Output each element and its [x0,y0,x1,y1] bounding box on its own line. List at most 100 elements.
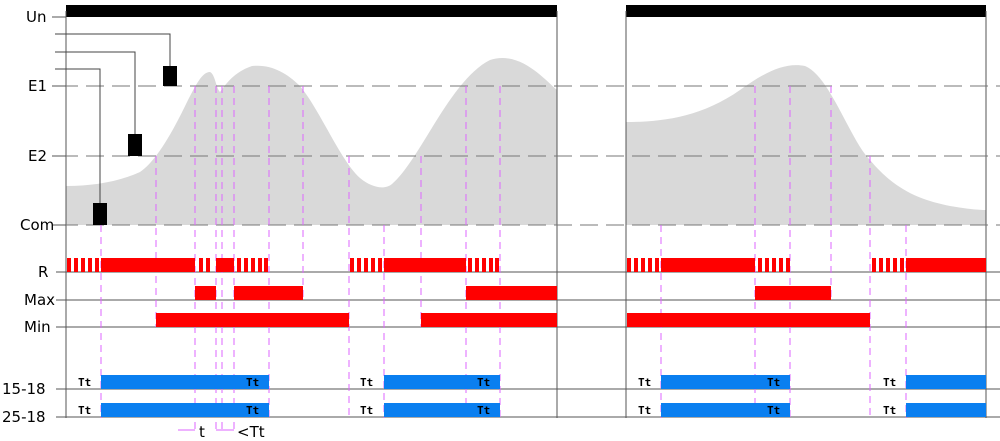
label-un: Un [26,8,47,26]
r-blink-stripe [67,258,71,272]
r-blink-stripe [258,258,262,272]
e2-lead [55,68,101,203]
r-blink-stripe [357,258,361,272]
row1-on-segment [661,375,790,389]
r-signal [67,258,986,272]
t-annotation: t [199,423,205,441]
label-min: Min [24,318,51,336]
max-on-segment [755,286,831,300]
max-on-segment [195,286,216,300]
tt-label: Tt [477,376,490,389]
r-blink-stripe [648,258,652,272]
r-blink-stripe [872,258,876,272]
r-blink-stripe [475,258,479,272]
r-blink-stripe [758,258,762,272]
level-profile-left [66,57,557,225]
r-blink-stripe [378,258,382,272]
r-on-segment [661,258,755,272]
probe-com [93,203,107,225]
tt-label: Tt [246,376,259,389]
tt-label: Tt [246,404,259,417]
tt-label: Tt [767,376,780,389]
max-signal [195,286,831,300]
tt-label: Tt [638,376,651,389]
row1-on-segment [101,375,269,389]
r-blink-stripe [468,258,472,272]
row1-on-segment [384,375,500,389]
output-row2 [101,403,986,417]
r-blink-stripe [95,258,99,272]
r-blink-stripe [206,258,210,272]
level-profile-right [626,65,986,225]
un-lead [55,33,171,66]
r-on-segment [216,258,234,272]
r-blink-stripe [655,258,659,272]
min-signal [156,313,870,327]
r-on-segment [101,258,195,272]
label-row1: 15-18 [2,380,46,398]
r-blink-stripe [786,258,790,272]
r-blink-stripe [74,258,78,272]
r-blink-stripe [264,258,268,272]
label-max: Max [24,291,55,309]
e1-lead [55,51,136,134]
r-on-segment [384,258,466,272]
tt-labels: Tt Tt Tt Tt Tt Tt Tt Tt Tt Tt Tt Tt Tt T… [78,376,896,417]
probe-e2 [128,134,142,156]
r-blink-stripe [879,258,883,272]
tt-label: Tt [360,376,373,389]
label-r: R [38,263,48,281]
r-blink-stripe [237,258,241,272]
row2-on-segment [661,403,790,417]
r-blink-stripe [634,258,638,272]
min-on-segment [421,313,557,327]
row1-on-segment [906,375,986,389]
r-blink-stripe [900,258,904,272]
probe-e1 [163,66,177,86]
r-blink-stripe [489,258,493,272]
max-on-segment [234,286,303,300]
r-blink-stripe [765,258,769,272]
r-blink-stripe [251,258,255,272]
supply-bar-right [626,5,986,17]
tt-label: Tt [638,404,651,417]
r-blink-stripe [81,258,85,272]
tt-label: Tt [883,404,896,417]
tt-label: Tt [477,404,490,417]
output-row1 [101,375,986,389]
tt-label: Tt [78,376,91,389]
tt-label: Tt [883,376,896,389]
r-blink-stripe [495,258,499,272]
label-row2: 25-18 [2,408,46,426]
r-on-segment [906,258,986,272]
row2-on-segment [101,403,269,417]
row2-on-segment [906,403,986,417]
r-blink-stripe [350,258,354,272]
r-blink-stripe [371,258,375,272]
r-blink-stripe [779,258,783,272]
min-on-segment [627,313,870,327]
r-blink-stripe [364,258,368,272]
max-on-segment [466,286,557,300]
r-blink-stripe [244,258,248,272]
r-blink-stripe [641,258,645,272]
r-blink-stripe [886,258,890,272]
supply-bar-left [66,5,557,17]
r-blink-stripe [88,258,92,272]
tt-label: Tt [767,404,780,417]
label-e2: E2 [28,147,47,165]
r-blink-stripe [199,258,203,272]
tt-label: Tt [78,404,91,417]
row2-on-segment [384,403,500,417]
label-e1: E1 [28,77,47,95]
r-blink-stripe [772,258,776,272]
label-com: Com [20,216,54,234]
tt-label: Tt [360,404,373,417]
r-blink-stripe [482,258,486,272]
lt-annotation: <Tt [237,423,265,441]
r-blink-stripe [627,258,631,272]
r-blink-stripe [893,258,897,272]
min-on-segment [156,313,349,327]
